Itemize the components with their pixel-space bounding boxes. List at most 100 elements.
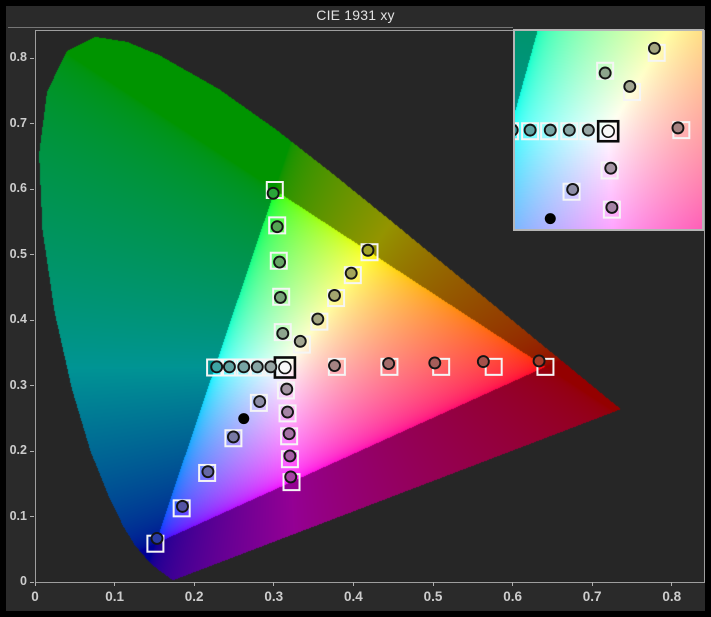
measurement-circle [344,266,358,280]
x-axis-tick-label: 0.4 [344,589,363,604]
measurement-circle [328,289,341,302]
measurement-circle [476,355,490,369]
x-axis-tick [34,582,36,586]
y-axis-tick-label: 0.8 [9,50,27,64]
measurement-circle [562,123,576,137]
y-axis-tick [30,581,34,583]
x-axis-tick [114,582,116,586]
measurement-circle [328,359,341,372]
white-point-target-square [596,119,620,143]
target-square [198,463,217,482]
measurement-circle [282,427,296,441]
white-point-measurement-circle [278,360,292,375]
measurement-circle [222,360,236,374]
y-axis-tick [30,254,34,255]
measurement-circle [237,360,251,374]
measurement-circle [647,41,661,55]
measurement-circle [280,382,294,396]
y-axis-tick [30,123,34,124]
x-axis-tick [591,582,593,586]
target-square [278,404,297,423]
target-square [272,287,291,306]
measurement-circle [281,405,294,419]
measurement-circle [273,290,287,304]
chart-title: CIE 1931 xy [316,7,395,23]
measurement-circle [253,395,267,409]
x-axis-tick [193,582,195,586]
measurement-circle [283,449,297,463]
target-square [224,429,243,448]
x-axis-tick-label: 0.3 [264,589,284,604]
x-axis-tick [512,582,514,586]
measurement-circle [361,243,375,257]
measurement-circle [270,220,284,234]
measurement-circle [226,430,240,444]
x-axis-tick-label: 0.5 [423,589,443,604]
inset-zoom-panel [513,29,704,231]
measurement-circle [598,66,612,80]
measurement-circle [532,354,546,368]
measurement-circle [604,161,618,175]
white-point-measurement-circle [601,124,615,139]
measurement-circle [250,360,264,374]
measurement-circle [311,312,325,326]
x-axis-tick [671,582,673,586]
y-axis-tick-label: 0.6 [9,181,27,195]
x-axis-tick-label: 0.7 [582,589,602,604]
measurement-circle [273,255,287,269]
measurement-circle [623,79,637,93]
target-square [249,393,268,412]
measurement-circle [293,334,307,348]
chart-markers-overlay [146,181,555,553]
y-axis-tick [30,188,34,190]
measurement-circle [276,326,290,340]
measurement-circle [210,360,224,374]
x-axis-tick-label: 0.1 [105,589,124,604]
measurement-circle [566,183,580,196]
y-axis-tick [30,450,34,452]
target-square [268,216,287,235]
measurement-circle [543,123,557,137]
y-axis-tick-label: 0.3 [9,377,27,392]
y-axis-tick-label: 0.1 [9,508,27,523]
measurement-circle [201,465,215,479]
measurement-circle [150,532,164,545]
y-axis-tick-label: 0.7 [9,115,27,130]
measurement-circle [523,123,537,137]
y-axis-tick [30,319,34,321]
target-square [269,251,288,270]
y-axis-tick [30,385,34,386]
y-axis-tick-label: 0 [20,574,27,588]
measurement-circle [266,186,280,200]
target-square [273,323,292,342]
y-axis-tick-label: 0.2 [9,443,27,457]
title-separator [8,27,513,28]
y-axis-tick [30,57,34,59]
x-axis-tick [273,582,275,586]
target-square [579,122,598,141]
x-axis-tick-label: 0.8 [662,589,682,604]
x-axis-tick-label: 0 [31,589,39,604]
y-axis-tick-label: 0.4 [9,312,27,326]
measurement-circle [428,356,442,370]
target-square [521,122,540,141]
y-axis-tick [30,516,34,517]
measurement-circle [284,470,298,484]
measurement-circle [581,123,595,137]
free-measurement-dot [238,413,250,425]
x-axis-tick [352,582,354,586]
target-square [540,122,559,141]
measurement-circle [264,360,278,374]
x-axis-tick [432,582,434,586]
measurement-circle [515,124,519,136]
target-square [276,381,295,400]
free-measurement-dot [544,213,556,225]
x-axis-tick-label: 0.6 [503,589,522,604]
inset-markers-overlay [515,41,691,225]
measurement-circle [176,499,189,513]
target-square [560,122,579,141]
x-axis-tick-label: 0.2 [184,589,204,604]
measurement-circle [671,121,685,135]
measurement-circle [605,200,619,214]
